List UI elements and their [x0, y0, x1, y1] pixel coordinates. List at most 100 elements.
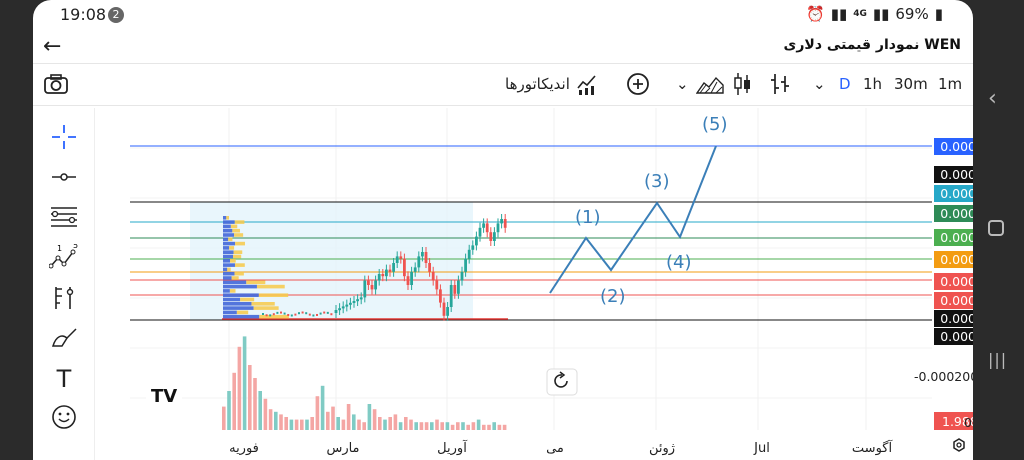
candle-body — [482, 223, 485, 228]
candle-body — [388, 269, 392, 272]
volume-bar — [341, 419, 346, 430]
profile-bar — [234, 220, 245, 224]
profile-bar — [223, 216, 227, 220]
candle-body — [385, 269, 388, 277]
brush-icon[interactable] — [49, 324, 79, 354]
volume-bar — [242, 336, 247, 430]
chart-toolbar: اندیکاتورها ⌄ ⌄ D 1h 30m 1m — [33, 66, 973, 106]
price-chart[interactable]: (1) (2) (3) (4) (5) TV -0.00020000 1.988… — [96, 108, 973, 460]
app-header: ← نمودار قیمتی دلاری WEN — [33, 30, 973, 64]
profile-bar — [251, 302, 275, 306]
chart-canvas[interactable]: (1) (2) (3) (4) (5) TV -0.00020000 1.988… — [96, 108, 973, 460]
price-level-tag: 0.00016295 — [934, 310, 973, 327]
volume-bar — [466, 424, 470, 430]
candle-body — [485, 223, 489, 233]
fib-levels-icon[interactable] — [49, 204, 79, 234]
wave-label-2: (2) — [600, 286, 626, 307]
interval-1h[interactable]: 1h — [863, 75, 883, 93]
candle-body — [367, 280, 370, 285]
time-axis: فوریه مارس آوریل می ژوئن Jul آگوست — [229, 439, 893, 456]
indicators-icon[interactable] — [576, 72, 598, 100]
profile-bar — [236, 310, 249, 315]
candle-body — [334, 310, 338, 313]
candle-body — [467, 249, 471, 259]
elliott-wave-path — [549, 145, 717, 294]
volume-bar — [476, 419, 481, 430]
profile-bar — [246, 280, 266, 285]
candle-body — [323, 311, 326, 314]
profile-bar — [223, 254, 234, 259]
emoji-icon[interactable] — [49, 404, 79, 434]
volume-bar — [409, 419, 413, 430]
profile-bar — [223, 289, 230, 293]
candle-body — [338, 308, 341, 311]
volume-bar — [357, 419, 361, 430]
candlestick-series — [262, 214, 507, 321]
volume-bar — [268, 409, 273, 430]
candles-icon[interactable] — [733, 72, 753, 100]
phone-screen: 19:08 2 ⏰ ▮▮ 4G ▮▮ 69% ▮ ← نمودار قیمتی … — [33, 0, 973, 460]
profile-bar — [256, 284, 285, 289]
profile-bar — [223, 267, 228, 272]
long-position-icon[interactable] — [49, 284, 79, 314]
price-level-tag: 0.00031657 — [934, 251, 973, 268]
profile-bar — [228, 237, 233, 242]
text-tool-icon[interactable]: T — [56, 365, 72, 393]
candle-body — [403, 258, 406, 277]
candle-body — [417, 256, 421, 268]
signal-icon-2: ▮▮ — [872, 5, 890, 23]
volume-bar — [445, 422, 450, 430]
profile-bar — [223, 237, 229, 242]
chevron-left-icon[interactable]: ‹ — [988, 86, 997, 111]
chevron-down-icon-2[interactable]: ⌄ — [813, 75, 826, 93]
interval-1m[interactable]: 1m — [938, 75, 963, 93]
candle-body — [392, 263, 395, 272]
candle-body — [471, 245, 475, 250]
candle-body — [435, 280, 439, 290]
candle-body — [442, 302, 446, 316]
back-arrow-icon[interactable]: ← — [43, 34, 62, 59]
volume-bar — [315, 396, 320, 430]
bars-icon[interactable] — [768, 72, 792, 100]
volume-badge: 1.988 B — [942, 414, 973, 429]
volume-bar — [419, 422, 424, 430]
profile-bar — [229, 289, 236, 293]
status-icons: ⏰ ▮▮ 4G ▮▮ 69% ▮ — [806, 5, 943, 23]
candle-body — [283, 312, 286, 315]
profile-bar — [223, 224, 231, 229]
crosshair-icon[interactable] — [49, 124, 79, 154]
camera-icon[interactable] — [43, 73, 69, 99]
recents-icon[interactable]: ||| — [988, 350, 1008, 369]
candle-body — [356, 299, 359, 302]
interval-30m[interactable]: 30m — [894, 75, 928, 93]
volume-bar — [248, 365, 252, 430]
reset-button[interactable] — [546, 368, 578, 396]
home-square-icon[interactable] — [988, 220, 1004, 236]
reset-icon — [554, 374, 568, 388]
indicators-label[interactable]: اندیکاتورها — [505, 75, 570, 93]
volume-bar — [497, 424, 502, 430]
profile-bar — [234, 271, 244, 276]
candle-body — [374, 280, 377, 290]
candle-body — [377, 274, 381, 281]
interval-d[interactable]: D — [839, 75, 851, 93]
profile-bar — [233, 250, 243, 254]
settings-icon[interactable] — [953, 438, 965, 452]
candle-body — [475, 236, 478, 246]
volume-bar — [284, 417, 288, 430]
candle-body — [298, 312, 300, 315]
price-level-tag: 0.00018587 — [934, 292, 973, 309]
area-chart-icon[interactable] — [695, 73, 724, 99]
profile-bar — [234, 263, 245, 267]
profile-bar — [223, 284, 257, 289]
alarm-icon: ⏰ — [806, 5, 825, 23]
volume-bar — [492, 422, 496, 430]
add-icon[interactable] — [626, 72, 650, 100]
chevron-down-icon[interactable]: ⌄ — [676, 75, 689, 93]
candle-body — [330, 313, 333, 316]
candle-body — [464, 258, 467, 272]
trend-line-icon[interactable] — [49, 164, 79, 194]
volume-profile — [223, 216, 289, 319]
